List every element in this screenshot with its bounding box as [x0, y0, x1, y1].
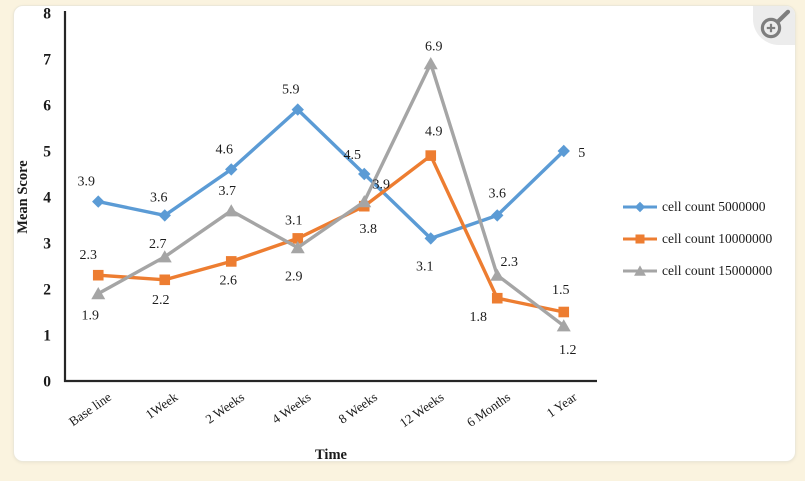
triangle-marker: [634, 265, 646, 276]
data-label: 2.9: [285, 270, 303, 285]
data-label: 5.9: [282, 83, 300, 98]
x-category-label: 1 Year: [544, 389, 580, 421]
triangle-marker: [157, 250, 172, 263]
square-marker: [159, 274, 171, 286]
data-label: 1.2: [559, 343, 577, 358]
data-label: 3.9: [78, 175, 96, 190]
square-marker: [491, 292, 503, 304]
triangle-marker: [423, 57, 438, 70]
data-label: 1.5: [552, 283, 570, 298]
data-label: 3.6: [489, 186, 507, 201]
square-marker: [225, 256, 237, 267]
data-label: 2.3: [501, 255, 519, 270]
y-tick-label: 2: [43, 282, 51, 299]
triangle-marker: [556, 319, 571, 332]
legend-marker-diamond: [623, 201, 657, 213]
legend-item: cell count 15000000: [623, 255, 772, 287]
chart-legend: cell count 5000000 cell count 10000000 cel…: [623, 191, 772, 287]
x-category-label: 2 Weeks: [202, 389, 247, 426]
x-category-label: Base line: [66, 389, 114, 429]
legend-marker-square: [623, 234, 657, 244]
data-label: 3.7: [219, 184, 237, 199]
data-label: 4.9: [425, 125, 443, 140]
square-marker: [425, 150, 437, 161]
data-label: 2.2: [152, 293, 170, 308]
data-label: 3.1: [416, 259, 434, 274]
square-marker: [558, 306, 570, 318]
square-marker: [292, 233, 304, 244]
triangle-marker: [290, 241, 305, 254]
legend-item: cell count 10000000: [623, 223, 772, 255]
diamond-marker: [225, 163, 238, 176]
data-label: 1.8: [470, 310, 488, 325]
data-label: 2.3: [80, 248, 98, 263]
diamond-marker: [557, 144, 570, 158]
data-label: 3.6: [150, 190, 168, 205]
triangle-marker: [91, 287, 106, 300]
square-marker: [92, 269, 104, 281]
y-tick-label: 1: [43, 328, 51, 345]
data-label: 4.5: [344, 148, 362, 163]
data-label: 3.9: [373, 178, 391, 193]
triangle-marker: [357, 195, 372, 208]
diamond-marker: [158, 209, 171, 222]
legend-label: cell count 15000000: [662, 263, 773, 278]
data-label: 2.7: [149, 237, 167, 252]
triangle-marker: [490, 268, 505, 281]
y-tick-label: 3: [43, 236, 51, 253]
y-tick-label: 4: [43, 190, 51, 207]
data-label: 5: [578, 146, 585, 161]
y-tick-label: 5: [43, 144, 51, 161]
data-label: 3.8: [360, 222, 378, 237]
legend-label: cell count 10000000: [662, 231, 773, 246]
triangle-marker: [224, 204, 239, 217]
legend-item: cell count 5000000: [623, 191, 772, 223]
chart-card: [13, 5, 796, 462]
data-label: 2.6: [220, 273, 238, 288]
data-label: 3.1: [285, 213, 303, 228]
y-tick-label: 0: [43, 374, 51, 391]
y-axis-title: Mean Score: [15, 160, 31, 234]
series-line: [97, 107, 565, 241]
diamond-marker: [291, 103, 304, 116]
y-tick-label: 6: [43, 98, 51, 115]
x-category-label: 8 Weeks: [335, 389, 380, 426]
x-category-label: 4 Weeks: [269, 389, 314, 426]
diamond-marker: [92, 195, 105, 208]
data-label: 6.9: [425, 40, 443, 55]
y-tick-label: 8: [43, 6, 51, 23]
diamond-marker: [634, 201, 646, 213]
y-tick-label: 7: [43, 52, 51, 69]
legend-marker-triangle: [623, 265, 657, 276]
series-line: [97, 58, 565, 328]
magnifier-plus-icon: [760, 9, 791, 39]
zoom-badge[interactable]: [753, 6, 795, 45]
legend-label: cell count 5000000: [662, 199, 766, 214]
x-category-label: 6 Months: [464, 389, 513, 430]
diamond-marker: [358, 167, 371, 181]
diamond-marker: [424, 232, 437, 245]
data-label: 4.6: [216, 142, 234, 157]
x-axis-title: Time: [315, 447, 348, 463]
x-category-label: 1Week: [143, 389, 181, 422]
diamond-marker: [491, 209, 504, 222]
data-label: 1.9: [82, 309, 100, 324]
x-category-label: 12 Weeks: [397, 389, 447, 430]
square-marker: [635, 234, 645, 244]
series-line: [98, 152, 565, 314]
